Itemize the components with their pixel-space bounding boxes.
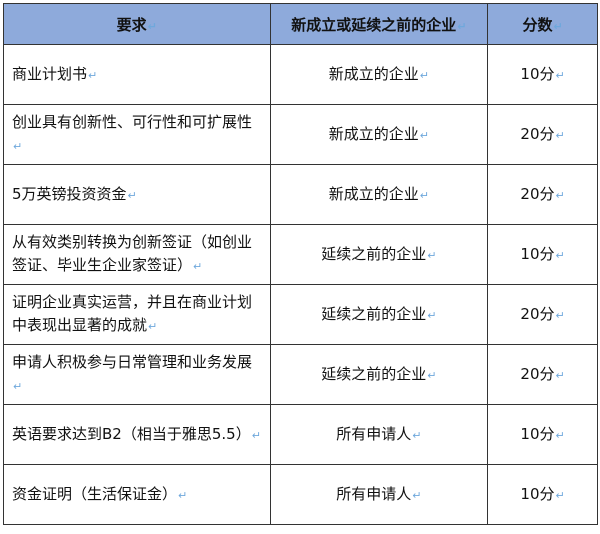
cell-text: 延续之前的企业 bbox=[321, 304, 427, 323]
requirement-cell: 英语要求达到B2（相当于雅思5.5）↵ bbox=[3, 404, 271, 465]
requirement-cell: 从有效类别转换为创新签证（如创业签证、毕业生企业家签证）↵ bbox=[3, 224, 271, 285]
cell-text: 20分 bbox=[520, 184, 555, 203]
cell-text: 新成立的企业 bbox=[328, 124, 419, 143]
cell-text: 英语要求达到B2（相当于雅思5.5） bbox=[12, 424, 251, 443]
cell-text: 延续之前的企业 bbox=[321, 364, 427, 383]
cell-text: 20分 bbox=[520, 304, 555, 323]
business-type-cell: 延续之前的企业↵ bbox=[269, 224, 489, 285]
cell-text: 20分 bbox=[520, 124, 555, 143]
requirement-cell: 创业具有创新性、可行性和可扩展性 ↵ bbox=[3, 104, 271, 165]
paragraph-mark-icon: ↵ bbox=[555, 188, 565, 202]
paragraph-mark-icon: ↵ bbox=[419, 128, 429, 142]
cell-text: 5万英镑投资资金 bbox=[12, 184, 127, 203]
paragraph-mark-icon: ↵ bbox=[13, 380, 23, 393]
cell-text: 所有申请人 bbox=[336, 424, 412, 443]
table-row: 申请人积极参与日常管理和业务发展↵ 延续之前的企业↵ 20分↵ bbox=[3, 344, 598, 405]
cell-text: 10分 bbox=[520, 64, 555, 83]
business-type-cell: 延续之前的企业↵ bbox=[269, 344, 489, 405]
cell-text: 延续之前的企业 bbox=[321, 244, 427, 263]
paragraph-mark-icon: ↵ bbox=[193, 260, 203, 273]
cell-text: 申请人积极参与日常管理和业务发展 bbox=[12, 353, 253, 371]
table-row: 英语要求达到B2（相当于雅思5.5）↵ 所有申请人↵ 10分↵ bbox=[3, 404, 598, 465]
table-row: 从有效类别转换为创新签证（如创业签证、毕业生企业家签证）↵ 延续之前的企业↵ 10分… bbox=[3, 224, 598, 285]
score-cell: 20分↵ bbox=[487, 344, 598, 405]
paragraph-mark-icon: ↵ bbox=[555, 428, 565, 442]
cell-text: 商业计划书 bbox=[12, 64, 88, 83]
paragraph-mark-icon: ↵ bbox=[13, 140, 23, 153]
cell-text: 10分 bbox=[520, 484, 555, 503]
score-cell: 20分↵ bbox=[487, 284, 598, 345]
cell-text: 创业具有创新性、可行性和可扩展性 bbox=[12, 113, 253, 131]
paragraph-mark-icon: ↵ bbox=[412, 428, 422, 442]
cell-text: 10分 bbox=[520, 424, 555, 443]
paragraph-mark-icon: ↵ bbox=[555, 68, 565, 82]
header-requirement: 要求↵ bbox=[3, 3, 271, 45]
paragraph-mark-icon: ↵ bbox=[555, 308, 565, 322]
paragraph-mark-icon: ↵ bbox=[457, 19, 467, 33]
header-text: 要求 bbox=[116, 15, 147, 34]
business-type-cell: 新成立的企业↵ bbox=[269, 44, 489, 105]
paragraph-mark-icon: ↵ bbox=[555, 488, 565, 502]
paragraph-mark-icon: ↵ bbox=[88, 68, 98, 82]
table-row: 创业具有创新性、可行性和可扩展性↵ 新成立的企业↵ 20分↵ bbox=[3, 104, 598, 165]
cell-text: 所有申请人 bbox=[336, 484, 412, 503]
header-text: 分数 bbox=[522, 15, 553, 34]
header-business-type: 新成立或延续之前的企业↵ bbox=[269, 3, 489, 45]
cell-text: 20分 bbox=[520, 364, 555, 383]
score-cell: 20分↵ bbox=[487, 104, 598, 165]
cell-text: 证明企业真实运营，并且在商业计划中表现出显著的成就 bbox=[12, 293, 253, 334]
table-row: 资金证明（生活保证金）↵ 所有申请人↵ 10分↵ bbox=[3, 464, 598, 525]
cell-text: 新成立的企业 bbox=[328, 184, 419, 203]
cell-text: 新成立的企业 bbox=[328, 64, 419, 83]
business-type-cell: 所有申请人↵ bbox=[269, 404, 489, 465]
paragraph-mark-icon: ↵ bbox=[555, 248, 565, 262]
paragraph-mark-icon: ↵ bbox=[251, 428, 261, 442]
table-row: 5万英镑投资资金↵ 新成立的企业↵ 20分↵ bbox=[3, 164, 598, 225]
paragraph-mark-icon: ↵ bbox=[419, 68, 429, 82]
business-type-cell: 新成立的企业↵ bbox=[269, 104, 489, 165]
paragraph-mark-icon: ↵ bbox=[127, 188, 137, 202]
score-cell: 10分↵ bbox=[487, 464, 598, 525]
paragraph-mark-icon: ↵ bbox=[419, 188, 429, 202]
business-type-cell: 所有申请人↵ bbox=[269, 464, 489, 525]
header-row: 要求↵ 新成立或延续之前的企业↵ 分数↵ bbox=[3, 3, 598, 45]
paragraph-mark-icon: ↵ bbox=[427, 248, 437, 262]
paragraph-mark-icon: ↵ bbox=[178, 488, 188, 502]
cell-text: 从有效类别转换为创新签证（如创业签证、毕业生企业家签证） bbox=[12, 233, 253, 274]
requirement-cell: 商业计划书↵ bbox=[3, 44, 271, 105]
business-type-cell: 延续之前的企业↵ bbox=[269, 284, 489, 345]
requirement-cell: 资金证明（生活保证金）↵ bbox=[3, 464, 271, 525]
table-row: 证明企业真实运营，并且在商业计划中表现出显著的成就↵ 延续之前的企业↵ 20分↵ bbox=[3, 284, 598, 345]
requirement-cell: 5万英镑投资资金↵ bbox=[3, 164, 271, 225]
paragraph-mark-icon: ↵ bbox=[147, 19, 157, 33]
paragraph-mark-icon: ↵ bbox=[412, 488, 422, 502]
score-cell: 10分↵ bbox=[487, 44, 598, 105]
paragraph-mark-icon: ↵ bbox=[555, 368, 565, 382]
cell-text: 10分 bbox=[520, 244, 555, 263]
cell-text: 资金证明（生活保证金） bbox=[12, 484, 178, 503]
score-cell: 20分↵ bbox=[487, 164, 598, 225]
paragraph-mark-icon: ↵ bbox=[148, 320, 158, 333]
paragraph-mark-icon: ↵ bbox=[427, 368, 437, 382]
header-score: 分数↵ bbox=[487, 3, 598, 45]
requirement-cell: 证明企业真实运营，并且在商业计划中表现出显著的成就↵ bbox=[3, 284, 271, 345]
points-table: 要求↵ 新成立或延续之前的企业↵ 分数↵ 商业计划书↵ 新成立的企业↵ 10分↵ 创业… bbox=[3, 3, 598, 525]
paragraph-mark-icon: ↵ bbox=[553, 19, 563, 33]
table-row: 商业计划书↵ 新成立的企业↵ 10分↵ bbox=[3, 44, 598, 105]
score-cell: 10分↵ bbox=[487, 224, 598, 285]
paragraph-mark-icon: ↵ bbox=[555, 128, 565, 142]
score-cell: 10分↵ bbox=[487, 404, 598, 465]
business-type-cell: 新成立的企业↵ bbox=[269, 164, 489, 225]
header-text: 新成立或延续之前的企业 bbox=[291, 15, 457, 34]
requirement-cell: 申请人积极参与日常管理和业务发展 ↵ bbox=[3, 344, 271, 405]
paragraph-mark-icon: ↵ bbox=[427, 308, 437, 322]
